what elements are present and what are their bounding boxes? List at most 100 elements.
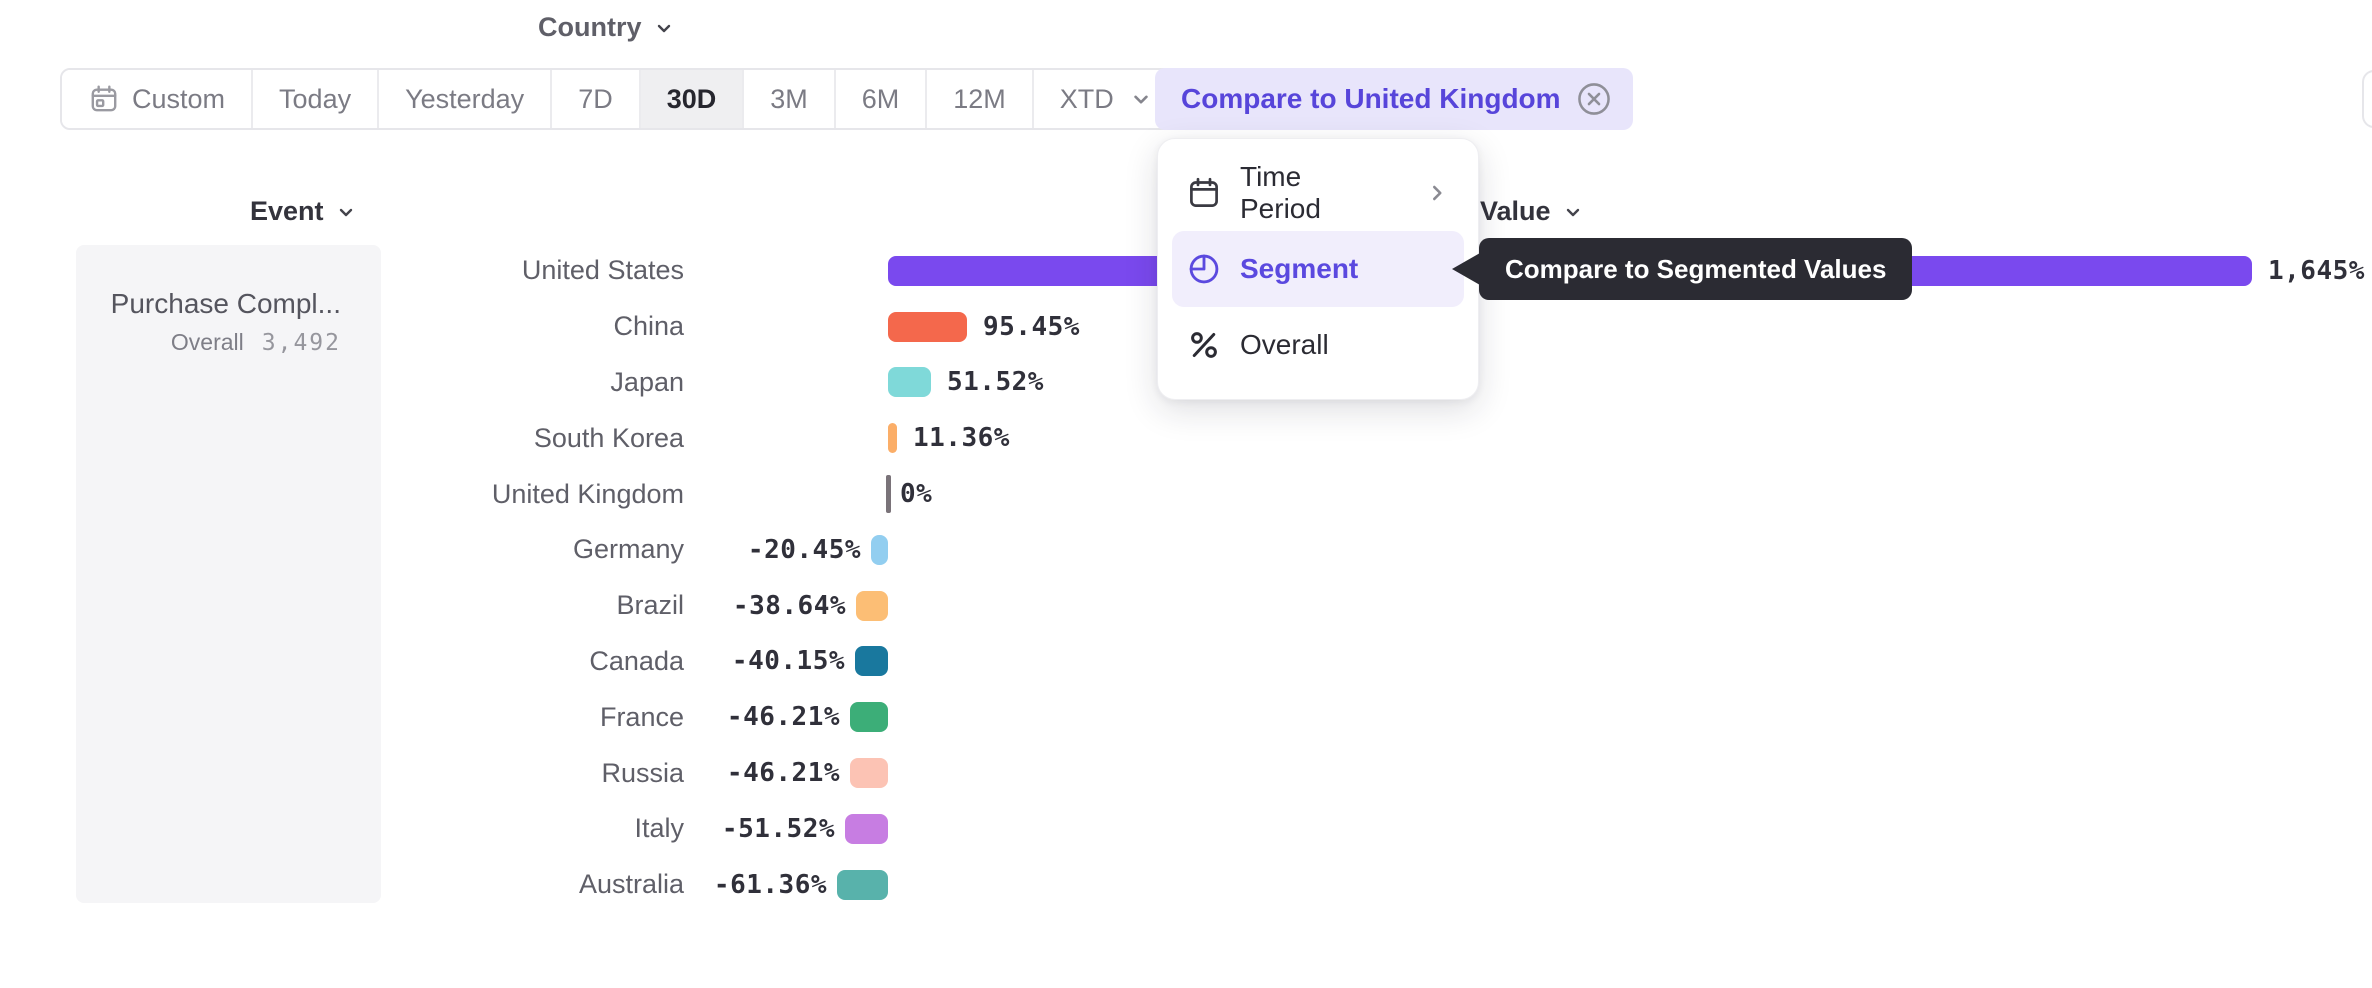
date-preset-button[interactable]: 6M xyxy=(833,70,926,128)
column-header-country[interactable]: Country xyxy=(538,0,684,56)
chart-row: Japan 51.52% xyxy=(0,355,2372,411)
value-label: 95.45% xyxy=(983,311,1080,342)
menu-item-label: Overall xyxy=(1240,329,1329,360)
menu-item-overall[interactable]: Overall xyxy=(1172,307,1464,383)
chevron-right-icon xyxy=(1424,180,1450,206)
bar-negative[interactable] xyxy=(856,590,888,621)
column-header-event[interactable]: Event xyxy=(250,196,358,227)
overall-count: 3,492 xyxy=(261,329,341,356)
bar-negative[interactable] xyxy=(855,646,888,677)
date-preset-label: Today xyxy=(279,83,352,114)
chart-row: Brazil -38.64% xyxy=(0,578,2372,634)
value-label: 0% xyxy=(900,479,933,510)
menu-item-label: Segment xyxy=(1240,253,1359,284)
chart-row: Canada -40.15% xyxy=(0,634,2372,690)
date-preset-label: 12M xyxy=(953,83,1006,114)
country-label[interactable]: Japan xyxy=(610,366,684,397)
xtd-label: XTD xyxy=(1059,83,1114,114)
country-label[interactable]: Canada xyxy=(589,645,684,676)
chevron-down-icon xyxy=(334,200,358,224)
date-preset-button[interactable]: 30D xyxy=(638,70,743,128)
value-label: 51.52% xyxy=(947,367,1044,398)
chart-row: Australia -61.36% xyxy=(0,857,2372,913)
chart-row: China 95.45% xyxy=(0,299,2372,355)
percent-icon xyxy=(1186,327,1222,363)
zero-baseline-tick xyxy=(886,475,891,514)
date-preset-button[interactable]: 7D xyxy=(550,70,639,128)
value-label: -61.36% xyxy=(713,869,827,900)
country-label[interactable]: Australia xyxy=(578,869,684,900)
menu-item-label: Time Period xyxy=(1240,161,1321,224)
value-label: 1,645% xyxy=(2268,255,2365,286)
bar-negative[interactable] xyxy=(845,813,888,844)
clipped-button-fragment[interactable] xyxy=(2362,70,2372,128)
compare-dropdown-menu: Time Period Segment Overall xyxy=(1157,138,1479,400)
custom-range-label: Custom xyxy=(132,83,226,114)
event-card[interactable]: Purchase Compl... Overall 3,492 xyxy=(76,245,381,903)
compare-chip[interactable]: Compare to United Kingdom xyxy=(1155,68,1633,130)
segment-icon xyxy=(1186,251,1222,287)
country-label[interactable]: Russia xyxy=(601,757,684,788)
chart-row: Germany -20.45% xyxy=(0,522,2372,578)
tooltip-arrow xyxy=(1452,253,1480,285)
tooltip-text: Compare to Segmented Values xyxy=(1505,253,1887,284)
value-label: -40.15% xyxy=(731,646,845,677)
menu-item-time-period[interactable]: Time Period xyxy=(1172,155,1464,231)
column-header-country-label: Country xyxy=(538,12,642,43)
bar-positive[interactable] xyxy=(888,423,897,454)
bar-negative[interactable] xyxy=(837,869,888,900)
column-header-event-label: Event xyxy=(250,196,324,226)
date-range-control: Custom Today Yesterday 7D 30D 3M 6M 12M XTD xyxy=(60,68,1182,130)
value-label: 11.36% xyxy=(913,423,1010,454)
close-circle-icon[interactable] xyxy=(1575,80,1613,118)
column-header-value[interactable]: Value xyxy=(1480,196,1585,227)
value-label: -46.21% xyxy=(726,758,840,789)
chevron-down-icon xyxy=(652,16,676,40)
date-preset-label: 3M xyxy=(770,83,808,114)
country-label[interactable]: United Kingdom xyxy=(491,478,684,509)
country-label[interactable]: Brazil xyxy=(616,590,684,621)
chart-row: France -46.21% xyxy=(0,689,2372,745)
chart-row: Russia -46.21% xyxy=(0,745,2372,801)
menu-item-segment[interactable]: Segment xyxy=(1172,231,1464,307)
event-title: Purchase Compl... xyxy=(110,288,341,319)
calendar-custom-icon xyxy=(88,83,120,115)
custom-range-button[interactable]: Custom xyxy=(62,70,252,128)
column-header-value-label: Value xyxy=(1480,196,1551,226)
event-overall-row: Overall 3,492 xyxy=(88,329,341,356)
date-preset-button[interactable]: Yesterday xyxy=(377,70,551,128)
value-label: -20.45% xyxy=(747,534,861,565)
date-preset-label: 6M xyxy=(861,83,900,114)
tooltip: Compare to Segmented Values xyxy=(1479,238,1913,300)
country-label[interactable]: China xyxy=(613,311,684,342)
country-label[interactable]: United States xyxy=(521,255,684,286)
chart-row: United Kingdom 0% xyxy=(0,466,2372,522)
date-preset-label: Yesterday xyxy=(405,83,525,114)
date-preset-label: 30D xyxy=(666,83,717,114)
date-preset-button[interactable]: 12M xyxy=(925,70,1032,128)
bar-positive[interactable] xyxy=(888,367,931,398)
value-label: -38.64% xyxy=(732,590,846,621)
chevron-down-icon xyxy=(1128,86,1154,112)
country-label[interactable]: Italy xyxy=(634,813,684,844)
country-label[interactable]: Germany xyxy=(572,534,684,565)
date-preset-button[interactable]: Today xyxy=(251,70,378,128)
bar-negative[interactable] xyxy=(850,702,888,733)
bar-negative[interactable] xyxy=(850,758,888,789)
chart-row: South Korea 11.36% xyxy=(0,410,2372,466)
bar-chart-rows: United States 1,645% China 95.45% Japan 51.52… xyxy=(0,243,2372,913)
country-label[interactable]: South Korea xyxy=(533,422,684,453)
value-label: -51.52% xyxy=(721,813,835,844)
overall-label: Overall xyxy=(170,328,244,355)
value-label: -46.21% xyxy=(726,702,840,733)
compare-chip-label: Compare to United Kingdom xyxy=(1181,83,1561,114)
calendar-icon xyxy=(1186,175,1222,211)
date-preset-label: 7D xyxy=(578,83,613,114)
bar-negative[interactable] xyxy=(871,534,888,565)
chart-row: Italy -51.52% xyxy=(0,801,2372,857)
chevron-down-icon xyxy=(1561,200,1585,224)
country-label[interactable]: France xyxy=(599,701,684,732)
date-preset-button[interactable]: 3M xyxy=(742,70,834,128)
bar-positive[interactable] xyxy=(888,311,967,342)
